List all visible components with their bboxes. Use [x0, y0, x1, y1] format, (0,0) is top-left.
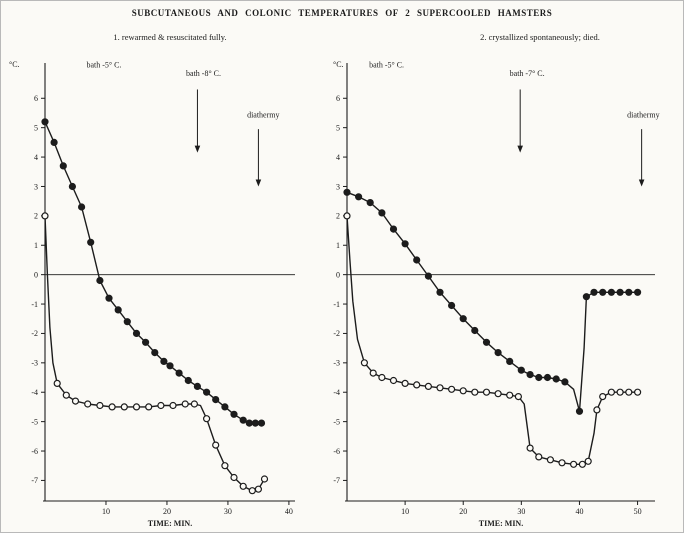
svg-text:-1: -1 [31, 300, 38, 309]
svg-text:2: 2 [34, 212, 38, 221]
svg-text:30: 30 [517, 507, 525, 516]
svg-text:-7: -7 [333, 476, 340, 485]
svg-text:10: 10 [401, 507, 409, 516]
svg-text:diathermy: diathermy [247, 110, 279, 119]
svg-text:30: 30 [224, 507, 232, 516]
svg-text:40: 40 [575, 507, 583, 516]
svg-text:3: 3 [34, 182, 38, 191]
svg-text:-6: -6 [333, 447, 340, 456]
svg-text:-7: -7 [31, 476, 38, 485]
right-chart-subtitle: 2. crystallized spontaneously; died. [480, 32, 600, 42]
svg-text:-4: -4 [333, 388, 340, 397]
svg-text:TIME: MIN.: TIME: MIN. [479, 519, 523, 528]
svg-text:6: 6 [336, 94, 340, 103]
svg-text:°C.: °C. [333, 60, 344, 69]
svg-text:TIME: MIN.: TIME: MIN. [148, 519, 192, 528]
svg-text:20: 20 [459, 507, 467, 516]
svg-text:-1: -1 [333, 300, 340, 309]
svg-text:5: 5 [34, 123, 38, 132]
svg-text:bath -5° C.: bath -5° C. [86, 60, 121, 69]
figure-title: SUBCUTANEOUS AND COLONIC TEMPERATURES OF… [131, 8, 553, 18]
svg-text:20: 20 [163, 507, 171, 516]
svg-text:°C.: °C. [9, 60, 20, 69]
svg-text:6: 6 [34, 94, 38, 103]
svg-text:-2: -2 [31, 329, 38, 338]
svg-text:0: 0 [34, 270, 38, 279]
svg-text:3: 3 [336, 182, 340, 191]
svg-text:-3: -3 [333, 359, 340, 368]
svg-text:2: 2 [336, 212, 340, 221]
svg-text:-4: -4 [31, 388, 38, 397]
svg-text:-3: -3 [31, 359, 38, 368]
svg-text:0: 0 [336, 270, 340, 279]
svg-text:-2: -2 [333, 329, 340, 338]
svg-text:4: 4 [336, 153, 340, 162]
svg-text:50: 50 [634, 507, 642, 516]
svg-text:-6: -6 [31, 447, 38, 456]
svg-text:bath -8° C.: bath -8° C. [186, 69, 221, 78]
svg-text:-5: -5 [31, 417, 38, 426]
svg-text:-5: -5 [333, 417, 340, 426]
svg-text:4: 4 [34, 153, 38, 162]
svg-text:1: 1 [34, 241, 38, 250]
svg-text:diathermy: diathermy [627, 110, 659, 119]
svg-text:bath -5° C.: bath -5° C. [369, 60, 404, 69]
svg-text:40: 40 [285, 507, 293, 516]
svg-text:5: 5 [336, 123, 340, 132]
left-chart-subtitle: 1. rewarmed & resuscitated fully. [113, 32, 227, 42]
svg-text:1: 1 [336, 241, 340, 250]
svg-text:10: 10 [102, 507, 110, 516]
svg-text:bath -7° C.: bath -7° C. [510, 69, 545, 78]
